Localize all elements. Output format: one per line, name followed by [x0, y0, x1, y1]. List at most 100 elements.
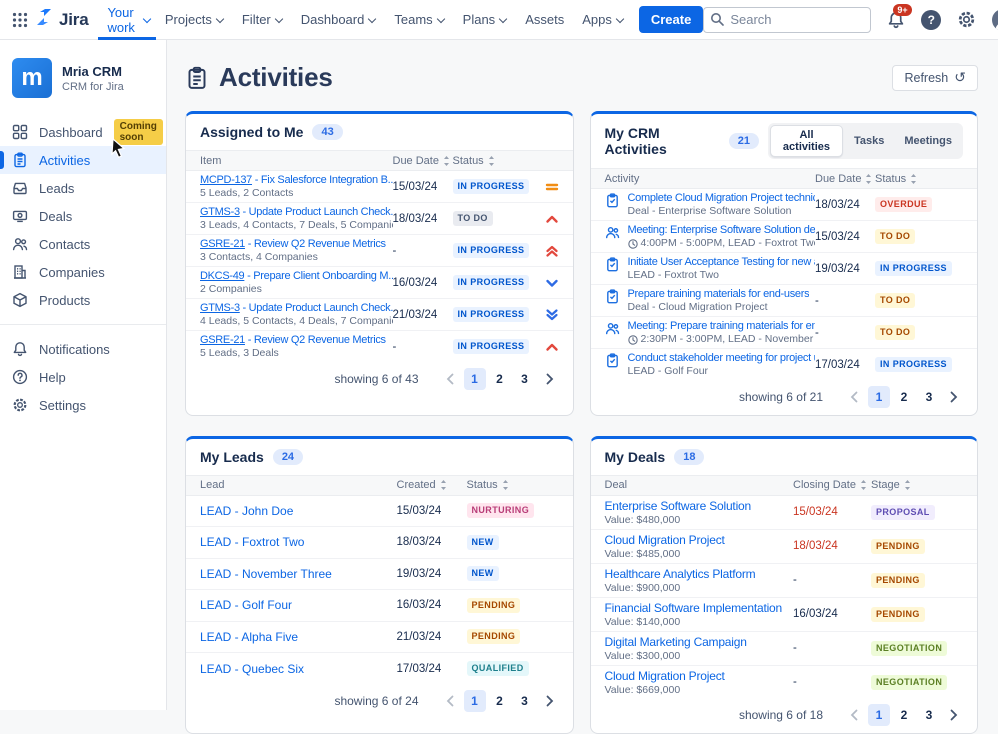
sidebar-item-notifications[interactable]: Notifications: [0, 335, 166, 363]
page-button[interactable]: 2: [893, 386, 915, 408]
activity-link[interactable]: Conduct stakeholder meeting for project …: [627, 352, 816, 365]
deal-link[interactable]: Cloud Migration Project: [604, 668, 725, 683]
showing-count: showing 6 of 43: [334, 371, 419, 386]
nav-dashboard[interactable]: Dashboard: [292, 0, 386, 40]
sort-status[interactable]: Status: [467, 479, 559, 491]
nav-filter[interactable]: Filter: [233, 0, 292, 40]
next-page-icon[interactable]: [943, 386, 965, 408]
deal-link[interactable]: Financial Software Implementation: [604, 600, 783, 615]
sort-status[interactable]: Status: [453, 155, 539, 167]
activity-link[interactable]: Complete Cloud Migration Project technic…: [627, 192, 816, 204]
due-date: 17/03/24: [815, 358, 860, 371]
activity-link[interactable]: Meeting: Prepare training materials for …: [627, 320, 816, 332]
page-button[interactable]: 1: [868, 703, 890, 726]
page-button[interactable]: 3: [918, 704, 940, 726]
page-button[interactable]: 3: [514, 368, 536, 390]
next-page-icon[interactable]: [539, 690, 561, 712]
sidebar-item-dashboard[interactable]: Dashboard Coming soon: [0, 118, 166, 146]
issue-link[interactable]: MCPD-137 - Fix Salesforce Integration B.…: [200, 174, 393, 186]
page-button[interactable]: 2: [893, 704, 915, 726]
sort-due-date[interactable]: Due Date: [393, 155, 453, 167]
create-button[interactable]: Create: [638, 6, 704, 33]
count-badge: 43: [312, 124, 343, 140]
lead-link[interactable]: LEAD - Alpha Five: [200, 629, 299, 644]
gear-icon: [13, 398, 27, 412]
next-page-icon[interactable]: [539, 368, 561, 390]
sort-status[interactable]: Status: [875, 173, 963, 185]
priority-high-icon: [539, 340, 559, 354]
issue-link[interactable]: GTMS-3 - Update Product Launch Check...: [200, 206, 393, 218]
sidebar-item-settings[interactable]: Settings: [0, 391, 166, 419]
sidebar-item-contacts[interactable]: Contacts: [0, 230, 166, 258]
deal-link[interactable]: Enterprise Software Solution: [604, 498, 752, 513]
issue-link[interactable]: GTMS-3 - Update Product Launch Check...: [200, 302, 393, 314]
sidebar-item-activities[interactable]: Activities: [0, 146, 166, 174]
row-subtitle: Deal - Cloud Migration Project: [627, 301, 768, 313]
clock-icon: [627, 334, 638, 345]
tab-meetings[interactable]: Meetings: [895, 125, 961, 157]
tab-all-activities[interactable]: All activities: [770, 125, 843, 157]
page-button[interactable]: 1: [463, 367, 486, 390]
deal-link[interactable]: Digital Marketing Campaign: [604, 634, 747, 649]
sort-stage[interactable]: Stage: [871, 479, 963, 491]
row-subtitle: LEAD - Golf Four: [627, 365, 709, 378]
issue-link[interactable]: GSRE-21 - Review Q2 Revenue Metrics: [200, 238, 386, 250]
panel-footer: showing 6 of 18 1 2 3: [591, 699, 978, 733]
lead-link[interactable]: LEAD - November Three: [200, 566, 332, 581]
status-badge: QUALIFIED: [466, 661, 529, 677]
notifications-bell-icon[interactable]: 9+: [887, 3, 912, 29]
jira-logo[interactable]: Jira: [28, 7, 98, 32]
page-button[interactable]: 3: [918, 386, 940, 408]
sidebar-item-companies[interactable]: Companies: [0, 258, 166, 286]
nav-teams[interactable]: Teams: [385, 0, 453, 40]
lead-link[interactable]: LEAD - Foxtrot Two: [200, 535, 305, 550]
issue-link[interactable]: GSRE-21 - Review Q2 Revenue Metrics: [200, 334, 386, 347]
sort-created[interactable]: Created: [397, 479, 467, 491]
tab-tasks[interactable]: Tasks: [845, 125, 893, 157]
sort-icon: [911, 173, 917, 184]
activity-link[interactable]: Initiate User Acceptance Testing for new…: [627, 256, 816, 268]
lead-link[interactable]: LEAD - Golf Four: [200, 598, 293, 613]
activities-clipboard-icon: [14, 152, 26, 168]
app-switcher-icon[interactable]: [12, 6, 28, 34]
next-page-icon[interactable]: [943, 704, 965, 726]
deal-value: Value: $669,000: [604, 683, 681, 696]
refresh-button[interactable]: Refresh ↺: [892, 64, 978, 91]
nav-plans[interactable]: Plans: [454, 0, 517, 40]
activity-link[interactable]: Meeting: Enterprise Software Solution de…: [627, 224, 816, 236]
issue-link[interactable]: DKCS-49 - Prepare Client Onboarding M...: [200, 270, 393, 282]
sort-due-date[interactable]: Due Date: [815, 173, 875, 185]
help-icon[interactable]: ?: [921, 9, 942, 30]
deal-link[interactable]: Cloud Migration Project: [604, 532, 725, 547]
prev-page-icon[interactable]: [439, 690, 461, 712]
nav-your-work[interactable]: Your work: [98, 0, 156, 40]
stage-badge: PENDING: [871, 572, 925, 588]
sort-closing-date[interactable]: Closing Date: [793, 479, 871, 491]
stage-badge: PROPOSAL: [871, 504, 935, 520]
sidebar-item-help[interactable]: Help: [0, 363, 166, 391]
lead-link[interactable]: LEAD - John Doe: [200, 503, 294, 518]
prev-page-icon[interactable]: [843, 386, 865, 408]
status-badge: PENDING: [466, 629, 521, 645]
search-input[interactable]: [703, 6, 872, 33]
page-button[interactable]: 2: [489, 690, 511, 712]
user-avatar[interactable]: [992, 8, 998, 31]
sidebar-item-deals[interactable]: Deals: [0, 202, 166, 230]
settings-gear-icon[interactable]: [957, 10, 976, 29]
page-button[interactable]: 2: [489, 368, 511, 390]
activity-link[interactable]: Prepare training materials for end-users: [627, 288, 810, 300]
app-name: Mria CRM: [62, 63, 122, 79]
lead-link[interactable]: LEAD - Quebec Six: [200, 661, 305, 676]
panel-footer: showing 6 of 21 1 2 3: [591, 381, 978, 415]
nav-projects[interactable]: Projects: [156, 0, 233, 40]
deal-link[interactable]: Healthcare Analytics Platform: [604, 566, 756, 581]
nav-apps[interactable]: Apps: [573, 0, 633, 40]
page-button[interactable]: 1: [868, 385, 890, 408]
prev-page-icon[interactable]: [439, 368, 461, 390]
sidebar-item-leads[interactable]: Leads: [0, 174, 166, 202]
sidebar-item-products[interactable]: Products: [0, 286, 166, 314]
page-button[interactable]: 3: [514, 690, 536, 712]
nav-assets[interactable]: Assets: [525, 12, 565, 27]
page-button[interactable]: 1: [463, 689, 486, 712]
prev-page-icon[interactable]: [843, 704, 865, 726]
